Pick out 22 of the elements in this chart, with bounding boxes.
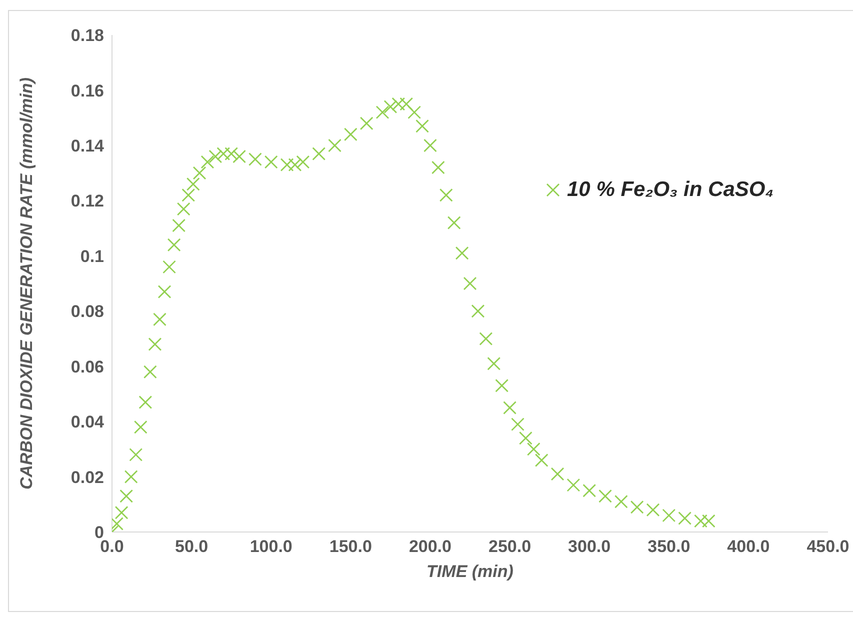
x-axis-title: TIME (min) [426, 562, 514, 581]
y-tick-label: 0.02 [70, 468, 104, 487]
x-tick-label: 300.0 [568, 537, 611, 556]
x-tick-label: 200.0 [408, 537, 452, 556]
legend-label: 10 % Fe₂O₃ in CaSO₄ [567, 178, 774, 202]
y-axis-title: CARBON DIOXIDE GENERATION RATE (mmol/min) [17, 77, 36, 490]
x-tick-label: 0.0 [100, 537, 124, 556]
x-tick-label: 400.0 [727, 537, 770, 556]
y-tick-label: 0.06 [70, 357, 104, 376]
x-tick-label: 350.0 [648, 537, 690, 556]
y-tick-label: 0.1 [80, 246, 104, 266]
y-tick-label: 0.16 [70, 81, 104, 100]
y-tick-label: 0.08 [70, 302, 104, 322]
y-tick-label: 0.14 [70, 136, 105, 156]
x-tick-label: 50.0 [175, 537, 208, 556]
x-tick-label: 250.0 [488, 537, 532, 556]
x-tick-label: 100.0 [250, 537, 292, 556]
y-tick-label: 0.04 [70, 412, 105, 432]
x-tick-label: 150.0 [329, 537, 372, 556]
x-tick-label: 450.0 [806, 537, 850, 556]
y-tick-label: 0.12 [70, 192, 104, 211]
y-tick-label: 0.18 [70, 26, 104, 46]
